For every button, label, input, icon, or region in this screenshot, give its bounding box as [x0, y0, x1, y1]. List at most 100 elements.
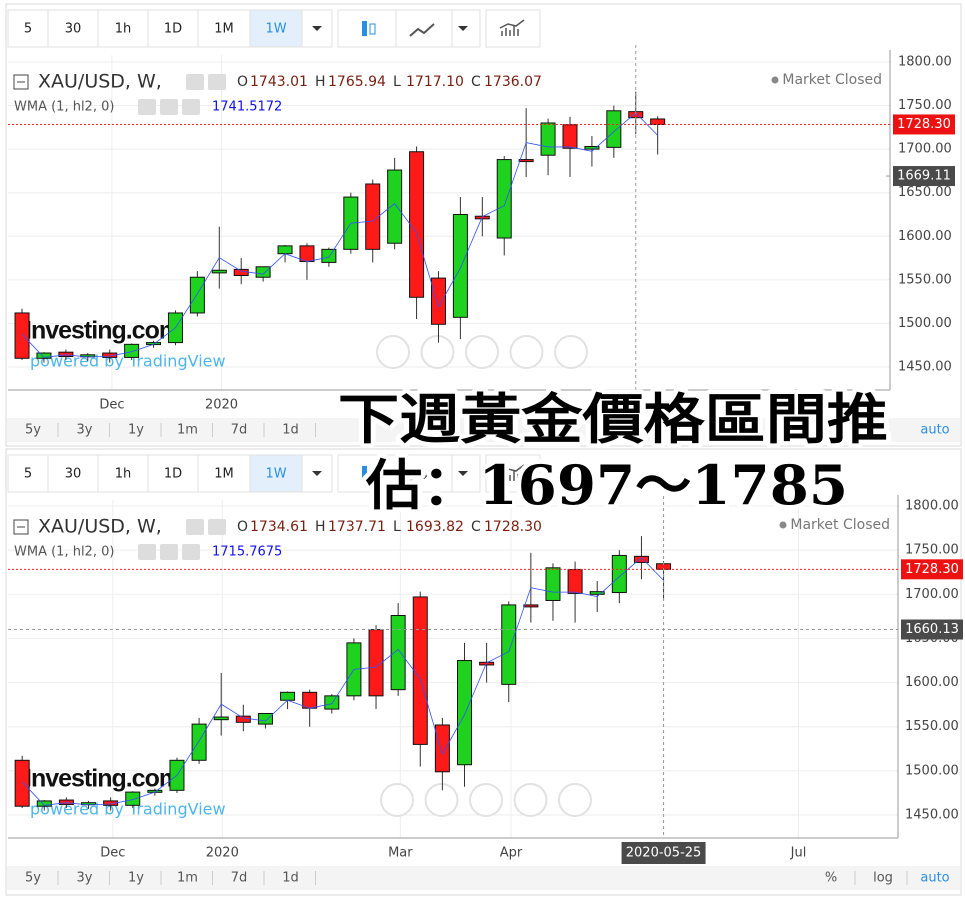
candle-body: [545, 567, 561, 601]
ohlc-key: O: [237, 74, 248, 90]
timeframe-button[interactable]: [97, 9, 149, 48]
timeframe-button[interactable]: [197, 9, 251, 48]
crosshair-price-label: 1660.13: [905, 622, 959, 637]
timeframe-button[interactable]: [97, 454, 149, 493]
nav-button[interactable]: [469, 783, 503, 817]
overlay-caption: 估：1697～1785: [365, 453, 848, 517]
scale-button[interactable]: auto: [920, 423, 949, 438]
candle-body: [191, 723, 207, 761]
timeframe-button[interactable]: [47, 454, 99, 493]
nav-button[interactable]: [509, 335, 544, 369]
nav-button[interactable]: [420, 335, 455, 369]
dropdown-button[interactable]: [301, 454, 333, 493]
timeframe-button[interactable]: [7, 9, 49, 48]
candle-body: [299, 245, 315, 263]
tool-button[interactable]: [395, 9, 453, 48]
candle-body: [501, 604, 517, 685]
nav-button[interactable]: [376, 335, 410, 369]
nav-button[interactable]: [554, 335, 588, 369]
last-price-label: 1728.30: [905, 562, 959, 577]
legend-icon[interactable]: [208, 519, 226, 535]
wma-line: [21, 557, 664, 806]
crosshair-price-tag: [893, 166, 955, 187]
timeframe-label: 1W: [265, 22, 286, 37]
range-button[interactable]: 1y: [128, 423, 144, 438]
legend-icon[interactable]: [208, 74, 226, 90]
indicator-label: WMA (1, hl2, 0): [14, 545, 114, 560]
dropdown-arrow: [312, 26, 322, 31]
candle-icon: [362, 21, 367, 36]
candle-icon: [369, 468, 376, 480]
nav-button[interactable]: [424, 783, 459, 817]
candle-body: [452, 213, 468, 318]
candle-body: [589, 591, 605, 595]
nav-button[interactable]: [513, 783, 548, 817]
range-bar: [7, 866, 960, 890]
range-button[interactable]: 5y: [25, 871, 41, 886]
range-button[interactable]: 1y: [128, 871, 144, 886]
tool-button[interactable]: [395, 454, 453, 493]
legend-icon[interactable]: [138, 99, 156, 115]
range-button[interactable]: 3y: [77, 871, 93, 886]
scale-button[interactable]: auto: [920, 871, 949, 886]
legend-icon[interactable]: [186, 519, 204, 535]
timeframe-button[interactable]: [147, 454, 199, 493]
timeframe-button[interactable]: [147, 9, 199, 48]
tool-button[interactable]: [451, 9, 481, 48]
legend-icon[interactable]: [186, 74, 204, 90]
candle-body: [457, 660, 473, 766]
status-dot: [779, 521, 787, 529]
ohlc-key: O: [237, 519, 248, 535]
panel-frame: [5, 3, 962, 447]
candle-icon: [362, 466, 367, 481]
tool-button[interactable]: [337, 9, 397, 48]
y-tick-label: 1650.00: [898, 185, 952, 200]
range-button[interactable]: 7d: [231, 871, 248, 886]
candle-body: [387, 169, 403, 244]
range-button[interactable]: 5y: [25, 423, 41, 438]
tool-button[interactable]: [485, 9, 541, 48]
range-button[interactable]: 3y: [77, 423, 93, 438]
timeframe-label: 5: [24, 467, 32, 482]
timeframe-button[interactable]: [197, 454, 251, 493]
y-tick-label: 1550.00: [905, 719, 959, 734]
candle-body: [430, 277, 446, 325]
tool-button[interactable]: [485, 454, 541, 493]
timeframe-label: 1M: [214, 467, 234, 482]
nav-button[interactable]: [558, 783, 592, 817]
timeframe-label: 30: [65, 467, 82, 482]
legend-icon[interactable]: [182, 544, 200, 560]
candle-body: [14, 312, 30, 359]
indicator-icon: [499, 464, 525, 481]
range-button[interactable]: 1d: [282, 871, 299, 886]
timeframe-label: 5: [24, 22, 32, 37]
range-button[interactable]: 1m: [177, 423, 198, 438]
legend-icon[interactable]: [138, 544, 156, 560]
timeframe-label: 30: [65, 22, 82, 37]
collapse-icon: [13, 519, 29, 535]
timeframe-button[interactable]: [249, 9, 303, 48]
last-price-tag: [901, 559, 963, 580]
dropdown-arrow: [458, 471, 468, 476]
scale-button[interactable]: log: [873, 871, 893, 886]
market-status: Market Closed: [782, 72, 882, 88]
candle-body: [540, 122, 556, 156]
last-price-tag: [893, 114, 955, 135]
legend-icon[interactable]: [182, 99, 200, 115]
scale-button[interactable]: %: [825, 871, 837, 886]
ohlc-value: 1734.61: [250, 519, 308, 535]
legend-icon[interactable]: [160, 544, 178, 560]
x-tick-label: Apr: [500, 846, 523, 861]
range-button[interactable]: 1d: [282, 423, 299, 438]
panel-frame: [5, 448, 962, 896]
tool-button[interactable]: [451, 454, 481, 493]
collapse-icon: [13, 74, 29, 90]
range-button[interactable]: 7d: [231, 423, 248, 438]
legend-icon[interactable]: [160, 99, 178, 115]
nav-button[interactable]: [465, 335, 499, 369]
x-tick-label: 2020: [205, 398, 238, 413]
crosshair-date-label: 2020-05-25: [626, 846, 702, 861]
y-tick-label: 1800.00: [898, 54, 952, 69]
range-button[interactable]: 1m: [177, 871, 198, 886]
nav-button[interactable]: [380, 783, 414, 817]
